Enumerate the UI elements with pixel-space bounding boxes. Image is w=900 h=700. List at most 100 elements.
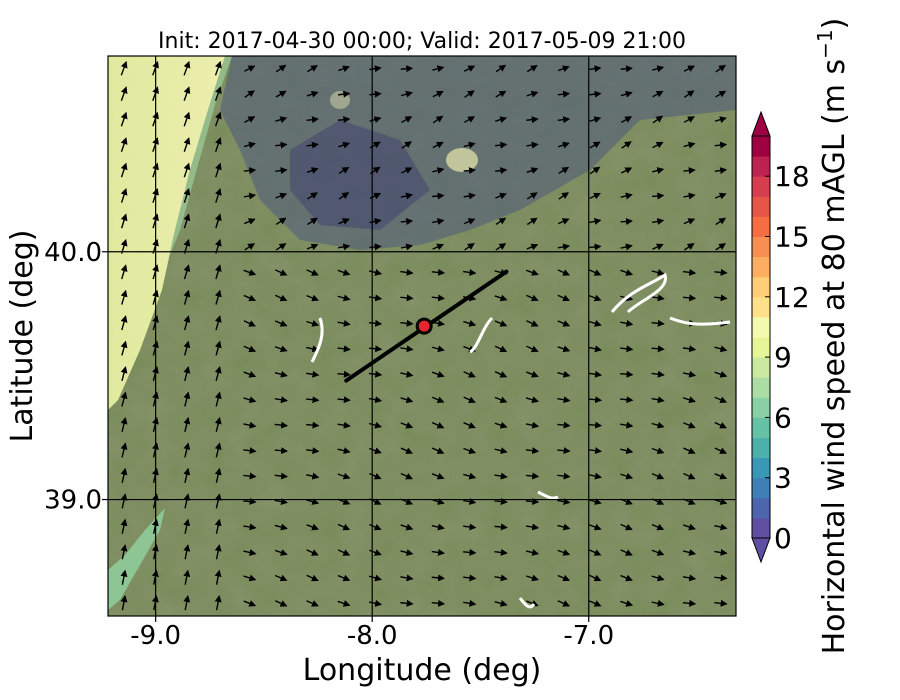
wind-arrow [369, 116, 382, 124]
wind-arrow [368, 421, 383, 429]
wind-arrow [463, 268, 477, 276]
wind-arrow [432, 218, 445, 225]
wind-arrow [683, 116, 695, 123]
colorbar-segment [752, 296, 770, 318]
wind-arrow [337, 447, 351, 455]
site-marker[interactable] [415, 317, 433, 335]
wind-arrow [243, 345, 257, 353]
wind-arrow [526, 167, 539, 174]
wind-arrow [715, 217, 727, 226]
wind-arrow [274, 549, 288, 556]
wind-arrow [588, 370, 603, 378]
colorbar-tick-label: 15 [774, 221, 810, 254]
wind-arrow [651, 319, 665, 327]
colorbar-segment [752, 156, 770, 177]
wind-arrow [651, 472, 665, 480]
wind-arrow [338, 65, 350, 73]
wind-arrow [588, 600, 602, 607]
wind-arrow [463, 192, 476, 200]
wind-arrow [526, 192, 538, 200]
colorbar-segment [752, 337, 770, 358]
wind-arrow [369, 472, 382, 480]
wind-arrow [620, 217, 633, 225]
wind-arrow [431, 523, 445, 531]
wind-arrow [120, 467, 128, 483]
wind-arrow [526, 320, 539, 327]
wind-arrow [620, 549, 633, 556]
wind-arrow [525, 523, 540, 531]
wind-arrow [274, 421, 289, 429]
wind-arrow [714, 192, 727, 200]
wind-arrow [683, 192, 696, 200]
wind-arrow [714, 548, 728, 556]
map-plot-area [108, 56, 736, 616]
wind-arrow [525, 472, 540, 480]
wind-arrow [557, 90, 571, 98]
wind-arrow [431, 472, 445, 480]
wind-arrow [337, 421, 351, 429]
wind-arrow [682, 523, 696, 531]
wind-arrow [526, 116, 539, 124]
wind-arrow [620, 269, 634, 276]
y-axis-label: Latitude (deg) [5, 230, 40, 443]
wind-arrow [683, 447, 696, 454]
wind-arrow [589, 166, 601, 175]
colorbar-extend-min [751, 537, 771, 564]
wind-arrow [432, 167, 445, 174]
wind-arrow [558, 192, 570, 200]
wind-arrow [337, 600, 351, 607]
wind-arrow [183, 213, 191, 229]
wind-arrow [215, 162, 222, 178]
wind-arrow [620, 345, 634, 353]
wind-arrow [621, 141, 632, 149]
wind-arrow [464, 90, 475, 98]
wind-arrow [244, 116, 256, 123]
wind-arrow [558, 166, 570, 175]
wind-arrow [274, 498, 288, 505]
wind-arrow [714, 167, 728, 175]
northern-very-low-wind-core [290, 120, 430, 230]
wind-arrow [120, 111, 128, 127]
wind-arrow [495, 217, 507, 226]
wind-arrow [651, 65, 665, 73]
wind-arrow [274, 370, 288, 378]
wind-arrow [557, 116, 571, 124]
wind-arrow [588, 498, 602, 505]
wind-arrow [369, 523, 382, 531]
figure-title: Init: 2017-04-30 00:00; Valid: 2017-05-0… [158, 29, 686, 54]
wind-arrow [557, 421, 571, 429]
wind-arrow [214, 416, 222, 433]
wind-arrow [432, 141, 444, 149]
wind-arrow [244, 90, 255, 98]
wind-arrow [588, 472, 602, 480]
wind-arrow [464, 243, 475, 251]
wind-arrow [274, 574, 288, 582]
wind-arrow [431, 498, 445, 505]
wind-arrow [243, 600, 257, 607]
wind-arrow [337, 396, 351, 404]
wind-arrow [400, 345, 414, 353]
lat-lon-grid [108, 56, 736, 616]
wind-arrow [463, 65, 476, 72]
wind-arrow [401, 116, 413, 123]
wind-arrow [214, 518, 222, 534]
wind-arrow [651, 523, 665, 531]
wind-arrow [400, 574, 414, 582]
colorbar-segment [752, 477, 770, 499]
wind-arrow [682, 370, 697, 378]
wind-arrow [463, 320, 477, 327]
wind-arrow [368, 396, 383, 404]
wind-arrow [369, 90, 382, 98]
wind-arrow [431, 268, 446, 276]
wind-arrow [557, 294, 571, 302]
wind-arrow [620, 472, 634, 480]
wind-arrow [338, 141, 351, 149]
wind-arrow [463, 498, 477, 505]
wind-arrow [589, 90, 602, 98]
wind-arrow [620, 574, 633, 582]
reservoir-south-2 [518, 597, 536, 609]
wind-arrow [714, 472, 728, 480]
wind-arrow [400, 396, 414, 404]
wind-arrow [307, 65, 318, 73]
